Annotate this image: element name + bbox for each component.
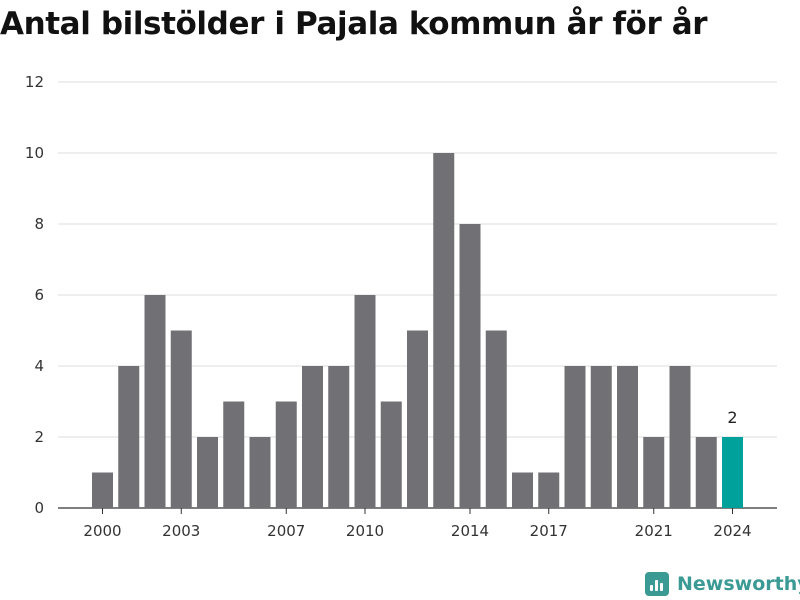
bar-2002 [144, 295, 166, 508]
y-tick-label: 12 [25, 73, 44, 91]
brand-logo: Newsworthy [645, 570, 800, 598]
bars [92, 153, 743, 508]
bar-2014 [459, 224, 481, 508]
bar-2021 [643, 437, 665, 508]
y-tick-label: 10 [25, 144, 44, 162]
y-tick-label: 4 [34, 357, 44, 375]
y-tick-label: 2 [34, 428, 44, 446]
x-tick-label: 2000 [83, 522, 121, 540]
y-tick-label: 8 [34, 215, 44, 233]
bar-2007 [275, 401, 297, 508]
bar-2015 [485, 330, 507, 508]
data-labels: 2 [727, 408, 737, 427]
y-tick-label: 6 [34, 286, 44, 304]
bar-2024 [722, 437, 743, 508]
x-tick-label: 2014 [451, 522, 489, 540]
bar-2018 [564, 366, 586, 508]
bar-2010 [354, 295, 376, 508]
bar-2023 [695, 437, 717, 508]
bar-2005 [223, 401, 245, 508]
x-tick-label: 2003 [162, 522, 200, 540]
x-tick-label: 2021 [635, 522, 673, 540]
bar-2016 [512, 472, 533, 508]
bar-2003 [170, 330, 192, 508]
bar-2020 [617, 366, 638, 508]
bar-2004 [197, 437, 218, 508]
y-tick-label: 0 [34, 499, 44, 517]
x-tick-label: 2010 [346, 522, 384, 540]
newsworthy-logo-icon [645, 572, 669, 596]
chart-title: Antal bilstölder i Pajala kommun år för … [0, 6, 708, 42]
data-label-2024: 2 [727, 408, 737, 427]
bar-2009 [328, 366, 350, 508]
bar-2001 [118, 366, 140, 508]
x-tick-label: 2024 [713, 522, 751, 540]
x-tick-label: 2007 [267, 522, 305, 540]
x-tick-label: 2017 [530, 522, 568, 540]
bar-2017 [538, 472, 560, 508]
brand-name: Newsworthy [677, 573, 800, 595]
bar-2022 [669, 366, 691, 508]
bar-2006 [249, 437, 271, 508]
bar-2013 [433, 153, 455, 508]
y-axis: 0 2 4 6 8 10 12 [25, 73, 44, 517]
bar-2008 [302, 366, 323, 508]
bar-2012 [407, 330, 428, 508]
bar-2019 [590, 366, 612, 508]
x-axis: 2000 2003 2007 2010 2014 2017 2021 2024 [83, 508, 752, 540]
bar-2011 [380, 401, 402, 508]
bar-2000 [92, 472, 113, 508]
